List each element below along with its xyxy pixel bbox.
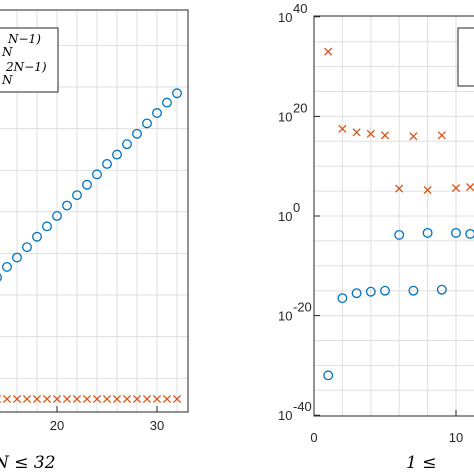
- right-y-tick-label: 100: [278, 200, 300, 224]
- right-series1-point-9: [436, 284, 447, 295]
- left-series1-point-12: [52, 211, 62, 221]
- left-series1-point-9: [22, 242, 32, 253]
- right-series2-point-8: [423, 186, 432, 195]
- right-series1-point-8: [422, 227, 433, 238]
- left-series2-point-22: [152, 394, 162, 404]
- right-series2-point-2: [338, 124, 347, 133]
- svg-text:-20: -20: [293, 300, 312, 315]
- left-series2-point-20: [132, 394, 142, 404]
- right-series1-point-1: [323, 370, 334, 381]
- left-series1-point-21: [142, 118, 152, 129]
- left-ticks: 20 30: [50, 406, 164, 433]
- right-series2-point-11: [466, 183, 474, 192]
- left-series2-point-17: [102, 394, 112, 404]
- svg-text:40: 40: [293, 1, 307, 16]
- left-axes-box: [0, 9, 189, 413]
- left-series2-point-8: [12, 394, 22, 404]
- left-legend-box: [0, 27, 59, 93]
- left-series2-point-12: [52, 394, 62, 404]
- left-series2-point-7: [2, 394, 12, 404]
- right-series2-point-7: [409, 132, 418, 141]
- right-grid: [314, 16, 474, 416]
- left-marks: [0, 88, 182, 404]
- right-series1-point-6: [394, 229, 405, 240]
- right-series2-point-10: [451, 184, 461, 193]
- left-legend: N−1) N 2N−1) N: [0, 27, 59, 93]
- right-series1-point-4: [365, 286, 376, 297]
- left-series1-point-17: [102, 159, 112, 169]
- left-xlabel: N ≤ 32: [0, 453, 56, 473]
- svg-text:20: 20: [293, 100, 307, 115]
- right-x-tick-label: 10: [449, 430, 463, 445]
- legend-entry-1: N−1): [7, 32, 41, 46]
- left-series2-point-21: [142, 394, 152, 404]
- right-x-tick-label: 0: [310, 430, 317, 445]
- right-series1-point-7: [408, 285, 419, 296]
- left-series2-point-14: [72, 394, 82, 404]
- svg-text:-40: -40: [293, 399, 312, 414]
- left-series1-point-13: [62, 200, 72, 211]
- right-series2-point-9: [437, 131, 446, 140]
- right-series2-point-1: [324, 47, 333, 56]
- left-series1-point-6: [0, 273, 2, 282]
- legend-entry-3: 2N−1): [5, 60, 47, 74]
- left-series1-point-19: [122, 139, 132, 150]
- svg-text:10: 10: [278, 10, 292, 25]
- right-series1-point-10: [451, 227, 461, 238]
- left-series1-point-10: [32, 231, 42, 242]
- right-marks: [323, 47, 474, 381]
- right-xlabel: 1 ≤: [406, 453, 436, 473]
- left-series2-point-6: [0, 394, 2, 404]
- left-series1-point-7: [2, 261, 12, 272]
- left-x-tick-label: 30: [150, 418, 164, 433]
- svg-text:10: 10: [278, 309, 292, 324]
- svg-text:0: 0: [293, 200, 300, 215]
- svg-text:10: 10: [278, 109, 292, 124]
- left-series1-point-15: [82, 179, 92, 190]
- left-series2-point-9: [22, 394, 32, 404]
- left-grid: [0, 10, 188, 412]
- left-x-tick-label: 20: [50, 418, 64, 433]
- left-series1-point-18: [112, 149, 122, 160]
- right-series2-point-6: [395, 184, 404, 193]
- legend-entry-2: N: [1, 45, 13, 59]
- right-series1-point-5: [380, 285, 390, 296]
- right-series2-point-5: [380, 131, 390, 140]
- left-series2-point-24: [172, 394, 182, 404]
- left-series1-point-14: [72, 190, 82, 201]
- left-series1-point-20: [132, 128, 142, 139]
- left-series1-point-24: [172, 88, 182, 99]
- left-series2-point-15: [82, 394, 92, 404]
- right-legend-box: [457, 27, 474, 87]
- left-series2-point-10: [32, 394, 42, 404]
- right-series2-point-3: [352, 128, 361, 137]
- left-series1-point-22: [152, 108, 162, 118]
- right-series1-point-11: [465, 228, 474, 239]
- left-series2-point-19: [122, 394, 132, 404]
- left-series1-point-8: [12, 252, 22, 263]
- left-plot: 20 30 N−1) N 2N−1) N N ≤ 32: [0, 9, 189, 473]
- right-series1-point-2: [337, 293, 348, 304]
- left-series2-point-13: [62, 394, 72, 404]
- left-series2-point-18: [112, 394, 122, 404]
- right-series2-point-4: [366, 129, 375, 138]
- right-y-tick-label: 10-40: [278, 399, 312, 423]
- right-y-tick-label: 10-20: [278, 300, 312, 324]
- left-series1-point-11: [42, 221, 52, 232]
- left-series2-point-23: [162, 394, 172, 404]
- svg-text:10: 10: [278, 209, 292, 224]
- svg-text:10: 10: [278, 408, 292, 423]
- legend-entry-4: N: [1, 73, 13, 87]
- left-series1-point-16: [92, 169, 102, 180]
- left-series2-point-11: [42, 394, 52, 404]
- right-series1-point-3: [351, 288, 362, 299]
- left-series2-point-16: [92, 394, 102, 404]
- left-series1-point-23: [162, 97, 172, 108]
